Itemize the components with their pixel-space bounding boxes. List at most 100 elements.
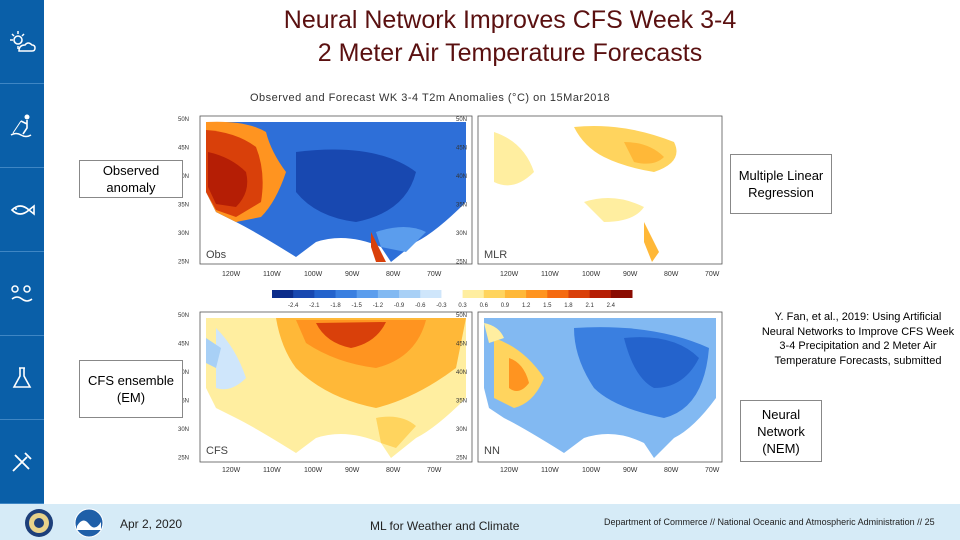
mlr-label: Multiple Linear Regression	[730, 154, 832, 214]
colorbar-tick-label: -1.8	[330, 303, 341, 309]
colorbar-swatch	[420, 290, 442, 298]
map-panel-obs: Obs	[199, 115, 473, 265]
panel-corner-label-cfs: CFS	[206, 445, 228, 457]
colorbar-tick-label: 1.2	[522, 303, 531, 309]
fishing-person-icon	[0, 84, 44, 168]
lat-tick-label: 35N	[456, 203, 467, 209]
figure-title: Observed and Forecast WK 3-4 T2m Anomali…	[250, 92, 611, 104]
colorbar-swatch	[504, 290, 527, 298]
lon-tick-label: 110W	[263, 271, 281, 278]
panel-corner-label-obs: Obs	[206, 249, 227, 261]
axis-labels: 50N 45N 40N 35N 30N 25N 120W 110W 100W 90W 80W 70W 5…	[178, 117, 720, 474]
colorbar-swatch	[610, 290, 633, 298]
lat-tick-label: 25N	[178, 260, 189, 266]
colorbar-tick-label: 2.4	[607, 303, 616, 309]
lat-tick-label: 30N	[178, 231, 189, 237]
lon-tick-label: 70W	[705, 271, 720, 278]
tools-icon	[0, 420, 44, 504]
lat-tick-label: 50N	[178, 117, 189, 123]
lat-tick-label: 50N	[456, 313, 467, 319]
noaa-logo	[74, 508, 104, 538]
colorbar-tick-label: 1.5	[543, 303, 552, 309]
lat-tick-label: 40N	[456, 174, 467, 180]
lon-tick-label: 100W	[582, 271, 601, 278]
lon-tick-label: 90W	[345, 271, 360, 278]
lon-tick-label: 90W	[623, 271, 638, 278]
lat-tick-label: 45N	[178, 146, 189, 152]
lat-tick-label: 45N	[456, 342, 467, 348]
lat-tick-label: 35N	[178, 399, 189, 405]
slide-title: Neural Network Improves CFS Week 3-4 2 M…	[150, 4, 870, 70]
lat-tick-label: 30N	[456, 427, 467, 433]
lat-tick-label: 30N	[178, 427, 189, 433]
colorbar-tick-label: -2.1	[309, 303, 320, 309]
lon-tick-label: 80W	[664, 271, 679, 278]
lon-tick-label: 100W	[582, 467, 601, 474]
weather-sun-cloud-icon	[0, 0, 44, 84]
lon-tick-label: 80W	[664, 467, 679, 474]
colorbar-swatch	[399, 290, 421, 298]
footer-right-text: Department of Commerce // National Ocean…	[604, 517, 935, 527]
colorbar-tick-label: -1.5	[352, 303, 363, 309]
colorbar-tick-label: -2.4	[288, 303, 299, 309]
lon-tick-label: 70W	[427, 271, 442, 278]
footer-center-text: ML for Weather and Climate	[370, 519, 520, 533]
colorbar-swatch	[589, 290, 612, 298]
lon-tick-label: 70W	[705, 467, 720, 474]
lat-tick-label: 25N	[178, 456, 189, 462]
colorbar-tick-label: -0.6	[415, 303, 426, 309]
footer-bar: Apr 2, 2020 ML for Weather and Climate D…	[0, 504, 960, 540]
lat-tick-label: 45N	[456, 146, 467, 152]
cfs-ensemble-label-text: CFS ensemble (EM)	[88, 373, 174, 405]
colorbar-swatch	[568, 290, 591, 298]
lon-tick-label: 100W	[304, 467, 323, 474]
doc-seal-logo	[25, 509, 53, 537]
lat-tick-label: 50N	[178, 313, 189, 319]
colorbar-tick-label: 0.3	[458, 303, 467, 309]
colorbar-tick-label: -0.3	[436, 303, 447, 309]
lat-tick-label: 35N	[178, 203, 189, 209]
lon-tick-label: 80W	[386, 467, 401, 474]
colorbar-tick-label: 0.9	[501, 303, 510, 309]
colorbar-swatch	[272, 290, 294, 298]
colorbar-swatch	[335, 290, 358, 298]
footer-date: Apr 2, 2020	[120, 517, 183, 531]
lat-tick-label: 25N	[456, 456, 467, 462]
colorbar-tick-label: -1.2	[373, 303, 384, 309]
sidebar	[0, 0, 44, 504]
lat-tick-label: 40N	[178, 174, 189, 180]
colorbar-swatch	[483, 290, 506, 298]
lon-tick-label: 100W	[304, 271, 323, 278]
slide-title-line1: Neural Network Improves CFS Week 3-4	[283, 6, 737, 34]
colorbar-swatch	[356, 290, 379, 298]
cfs-ensemble-label: CFS ensemble (EM)	[79, 360, 183, 418]
colorbar-tick-label: 1.8	[564, 303, 573, 309]
colorbar-swatch	[377, 290, 400, 298]
colorbar-tick-label: -0.9	[394, 303, 405, 309]
lon-tick-label: 120W	[500, 467, 519, 474]
nn-label: Neural Network (NEM)	[740, 400, 822, 462]
colorbar-tick-label: 0.6	[480, 303, 489, 309]
lab-flask-icon	[0, 336, 44, 420]
lon-tick-label: 120W	[222, 467, 241, 474]
colorbar-tick-label: 2.1	[585, 303, 594, 309]
colorbar: -2.4 -2.1 -1.8 -1.5 -1.2 -0.9 -0.6 -0.3 0.3 0.6 0.…	[272, 290, 633, 309]
lat-tick-label: 30N	[456, 231, 467, 237]
map-panel-mlr: MLR	[477, 115, 723, 265]
ecosystem-icon	[0, 252, 44, 336]
fish-icon	[0, 168, 44, 252]
map-panel-cfs: CFS	[199, 311, 473, 463]
lon-tick-label: 70W	[427, 467, 442, 474]
colorbar-swatch	[547, 290, 569, 298]
colorbar-swatch	[441, 290, 464, 298]
colorbar-swatch	[462, 290, 485, 298]
lat-tick-label: 50N	[456, 117, 467, 123]
colorbar-swatch	[526, 290, 548, 298]
observed-anomaly-label-text: Observed anomaly	[102, 163, 160, 195]
panel-corner-label-nn: NN	[484, 445, 500, 457]
lon-tick-label: 90W	[623, 467, 638, 474]
colorbar-swatch	[314, 290, 337, 298]
lat-tick-label: 40N	[456, 370, 467, 376]
lon-tick-label: 110W	[263, 467, 281, 474]
colorbar-swatch	[293, 290, 315, 298]
